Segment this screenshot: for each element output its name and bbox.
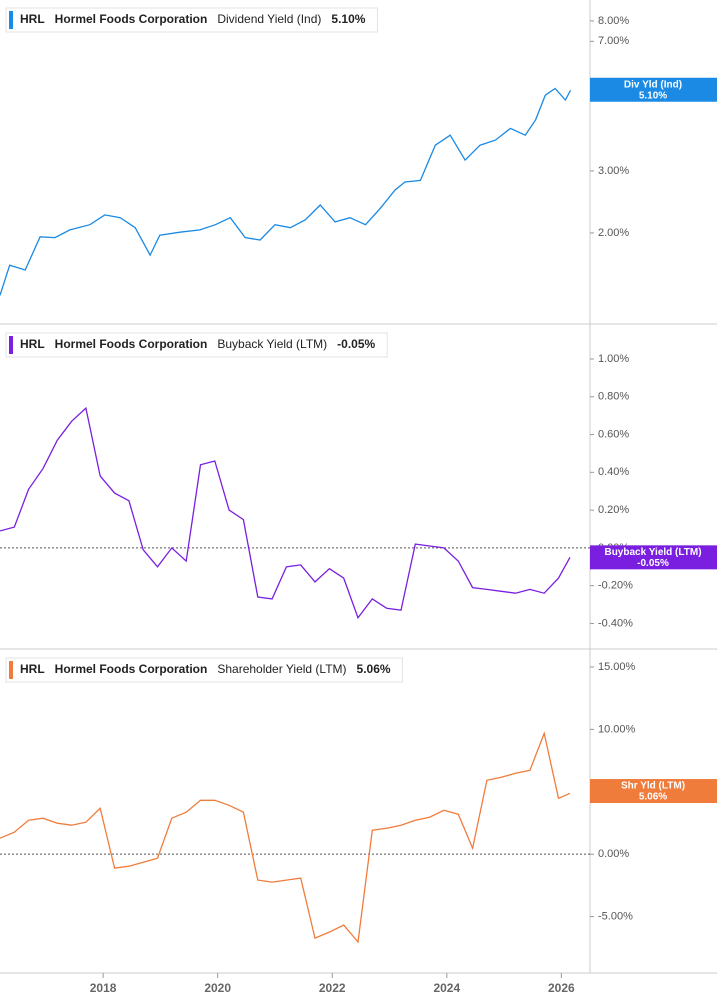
y-tick-label: 3.00% [598, 165, 629, 177]
legend: HRL Hormel Foods Corporation Buyback Yield… [5, 332, 388, 358]
x-tick-label: 2026 [548, 981, 575, 995]
badge-value: -0.05% [637, 558, 669, 569]
y-tick-label: 0.80% [598, 391, 629, 403]
legend: HRL Hormel Foods Corporation Shareholder Y… [5, 657, 404, 683]
legend-company: Hormel Foods Corporation [55, 337, 208, 351]
badge-name: Buyback Yield (LTM) [604, 547, 701, 558]
y-tick-label: -5.00% [598, 910, 633, 922]
x-tick-label: 2022 [319, 981, 346, 995]
y-tick-label: -0.20% [598, 580, 633, 592]
y-tick-label: 8.00% [598, 15, 629, 27]
badge-name: Shr Yld (LTM) [621, 781, 685, 792]
y-tick-label: 2.00% [598, 227, 629, 239]
y-tick-label: 0.40% [598, 466, 629, 478]
legend-company: Hormel Foods Corporation [55, 12, 208, 26]
y-tick-label: 0.60% [598, 428, 629, 440]
badge-value: 5.10% [639, 90, 667, 101]
value-badge [590, 77, 717, 102]
legend-value: -0.05% [337, 337, 375, 351]
y-tick-label: 15.00% [598, 661, 636, 673]
legend: HRL Hormel Foods Corporation Dividend Yiel… [5, 7, 378, 33]
data-line [0, 406, 571, 620]
x-tick-label: 2020 [204, 981, 231, 995]
y-tick-label: 0.20% [598, 504, 629, 516]
legend-series: Shareholder Yield (LTM) [217, 662, 346, 676]
badge-name: Div Yld (Ind) [624, 79, 682, 90]
legend-series: Dividend Yield (Ind) [217, 12, 321, 26]
y-tick-label: 0.00% [598, 848, 629, 860]
legend-box [5, 657, 404, 683]
legend-ticker: HRL [20, 662, 45, 676]
value-badge [590, 545, 717, 570]
data-line [0, 87, 572, 296]
y-tick-label: 7.00% [598, 35, 629, 47]
legend-series: Buyback Yield (LTM) [217, 337, 327, 351]
badge-value: 5.06% [639, 792, 667, 803]
legend-ticker: HRL [20, 12, 45, 26]
x-tick-label: 2018 [90, 981, 117, 995]
y-tick-label: 1.00% [598, 353, 629, 365]
legend-box [5, 7, 378, 33]
data-line [0, 731, 571, 944]
legend-company: Hormel Foods Corporation [55, 662, 208, 676]
legend-color [9, 336, 13, 354]
legend-value: 5.10% [331, 12, 365, 26]
legend-color [9, 11, 13, 29]
value-badge [590, 779, 717, 804]
x-tick-label: 2024 [433, 981, 460, 995]
legend-color [9, 661, 13, 679]
legend-ticker: HRL [20, 337, 45, 351]
legend-value: 5.06% [357, 662, 391, 676]
y-tick-label: 10.00% [598, 723, 636, 735]
y-tick-label: -0.40% [598, 617, 633, 629]
legend-box [5, 332, 388, 358]
